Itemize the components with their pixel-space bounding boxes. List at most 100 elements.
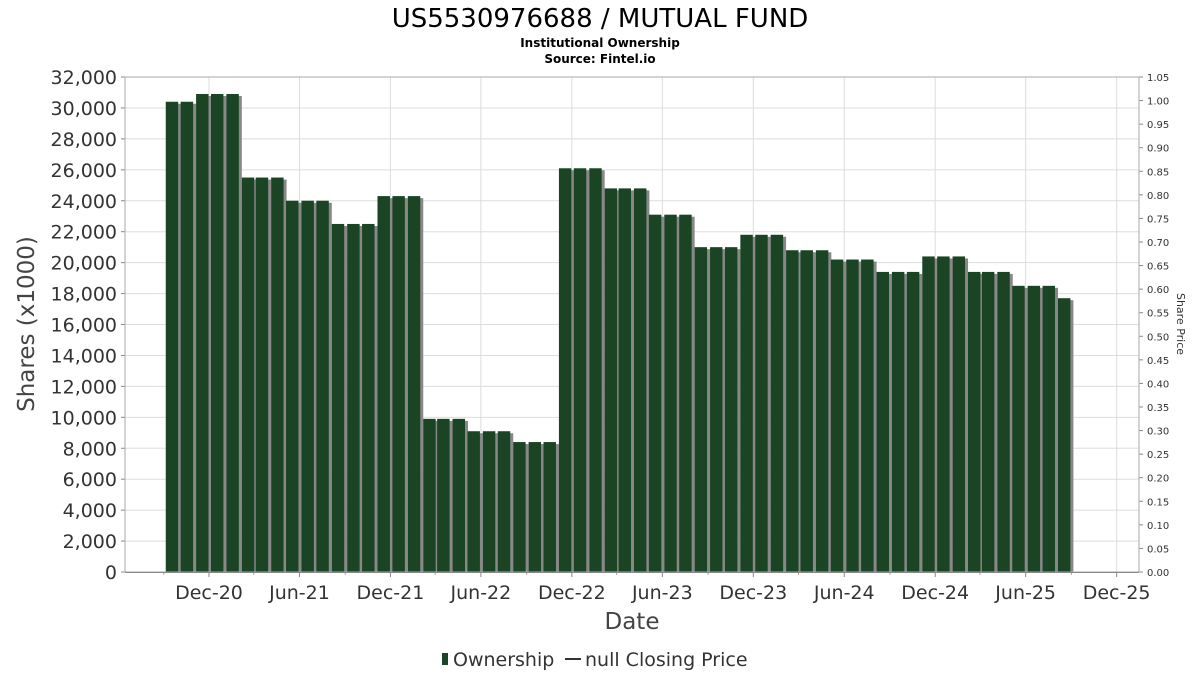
ownership-bar xyxy=(558,168,572,572)
y2-tick-label: 0.65 xyxy=(1147,262,1169,273)
ownership-bar xyxy=(694,247,708,572)
y2-tick-label: 0.75 xyxy=(1147,214,1169,225)
y-tick-label: 12,000 xyxy=(51,376,117,398)
ownership-bar xyxy=(286,200,299,572)
y-tick-label: 6,000 xyxy=(63,469,117,491)
y-tick-label: 32,000 xyxy=(51,67,117,89)
ownership-bar xyxy=(740,234,753,572)
y2-tick-label: 0.85 xyxy=(1147,167,1169,178)
y2-tick-label: 1.00 xyxy=(1147,97,1169,108)
y2-tick-label: 0.25 xyxy=(1147,450,1169,461)
y-tick-label: 2,000 xyxy=(63,531,117,553)
ownership-bar xyxy=(755,234,768,572)
ownership-bar xyxy=(648,214,662,572)
y2-axis-label: Share Price xyxy=(1174,293,1187,355)
y2-tick-label: 0.10 xyxy=(1147,521,1169,532)
x-tick-label: Dec-23 xyxy=(719,582,787,604)
ownership-bar xyxy=(815,250,829,572)
ownership-bar xyxy=(710,247,723,572)
ownership-bar xyxy=(543,442,556,572)
x-tick-label: Jun-25 xyxy=(994,582,1056,604)
chart-title: US5530976688 / MUTUAL FUND xyxy=(392,4,809,34)
y2-tick-label: 0.45 xyxy=(1147,356,1169,367)
ownership-bar xyxy=(846,259,859,572)
ownership-bar xyxy=(786,250,799,572)
y-tick-label: 26,000 xyxy=(51,160,117,182)
x-tick-label: Dec-22 xyxy=(538,582,606,604)
y2-tick-label: 0.50 xyxy=(1147,332,1169,343)
x-tick-label: Dec-25 xyxy=(1083,582,1151,604)
ownership-bar xyxy=(377,196,390,572)
y-tick-label: 0 xyxy=(105,562,117,584)
ownership-bar xyxy=(618,188,632,572)
y2-tick-label: 0.15 xyxy=(1147,497,1169,508)
ownership-bar xyxy=(452,418,465,572)
ownership-bar xyxy=(301,200,314,572)
ownership-bar xyxy=(271,177,284,572)
ownership-bar xyxy=(437,418,450,572)
ownership-bar xyxy=(906,271,920,572)
ownership-bar xyxy=(679,214,692,572)
ownership-bar xyxy=(1012,285,1025,572)
ownership-bar xyxy=(573,168,587,572)
ownership-bar xyxy=(770,234,784,572)
ownership-bar xyxy=(347,223,360,572)
ownership-bar xyxy=(423,418,436,572)
y-axis-ticks: 0 2,000 4,000 6,000 8,000 10,000 12,000 14,000 1… xyxy=(51,67,117,584)
ownership-bar xyxy=(482,431,496,572)
y2-axis-ticks: 0.00 0.05 0.10 0.15 0.20 0.25 0.30 0.35 0.40 0.45… xyxy=(1147,73,1169,579)
ownership-bar xyxy=(604,188,618,572)
ownership-bar xyxy=(241,177,255,572)
legend-ownership-swatch xyxy=(442,653,448,665)
chart-source: Source: Fintel.io xyxy=(544,52,655,66)
y-tick-label: 28,000 xyxy=(51,129,117,151)
ownership-bar xyxy=(1027,285,1041,572)
y2-tick-label: 0.20 xyxy=(1147,474,1169,485)
y-tick-label: 10,000 xyxy=(51,407,117,429)
y2-tick-label: 0.40 xyxy=(1147,379,1169,390)
ownership-bar xyxy=(861,259,874,572)
x-tick-label: Dec-20 xyxy=(175,582,243,604)
ownership-bar xyxy=(513,442,526,572)
ownership-bar xyxy=(981,271,995,572)
x-tick-label: Dec-21 xyxy=(357,582,425,604)
y2-tick-label: 0.95 xyxy=(1147,120,1169,131)
y2-tick-label: 0.35 xyxy=(1147,403,1169,414)
ownership-bar xyxy=(1057,298,1071,572)
ownership-bar xyxy=(331,223,345,572)
y2-tick-label: 0.90 xyxy=(1147,144,1169,155)
ownership-bar xyxy=(724,247,738,572)
ownership-bar xyxy=(589,168,602,572)
ownership-bar xyxy=(633,188,647,572)
y-tick-label: 20,000 xyxy=(51,253,117,275)
ownership-bar xyxy=(891,271,905,572)
y-tick-label: 4,000 xyxy=(63,500,117,522)
ownership-bar xyxy=(165,101,179,572)
y2-tick-label: 1.05 xyxy=(1147,73,1169,84)
ownership-bar xyxy=(255,177,269,572)
chart-subtitle: Institutional Ownership xyxy=(520,36,680,50)
x-tick-label: Jun-23 xyxy=(631,582,693,604)
ownership-bar xyxy=(226,94,239,572)
y2-tick-label: 0.80 xyxy=(1147,191,1169,202)
x-tick-label: Jun-22 xyxy=(450,582,512,604)
y-tick-label: 22,000 xyxy=(51,222,117,244)
legend-price-label: null Closing Price xyxy=(585,649,748,671)
ownership-bar xyxy=(1042,285,1055,572)
ownership-bar xyxy=(876,271,889,572)
x-axis-label: Date xyxy=(605,609,660,635)
y-tick-label: 24,000 xyxy=(51,191,117,213)
ownership-bar xyxy=(467,431,480,572)
ownership-bar xyxy=(922,256,935,572)
ownership-bar xyxy=(392,196,405,572)
y-axis-label: Shares (x1000) xyxy=(14,236,40,412)
ownership-bar xyxy=(497,431,511,572)
y-tick-label: 18,000 xyxy=(51,284,117,306)
x-axis-ticks: Dec-20 Jun-21 Dec-21 Jun-22 Dec-22 Jun-23 Dec-… xyxy=(175,582,1150,604)
y2-tick-label: 0.60 xyxy=(1147,285,1169,296)
ownership-bar xyxy=(316,200,329,572)
ownership-bar xyxy=(937,256,950,572)
ownership-bar xyxy=(528,442,542,572)
ownership-bar xyxy=(952,256,966,572)
y-tick-label: 14,000 xyxy=(51,345,117,367)
